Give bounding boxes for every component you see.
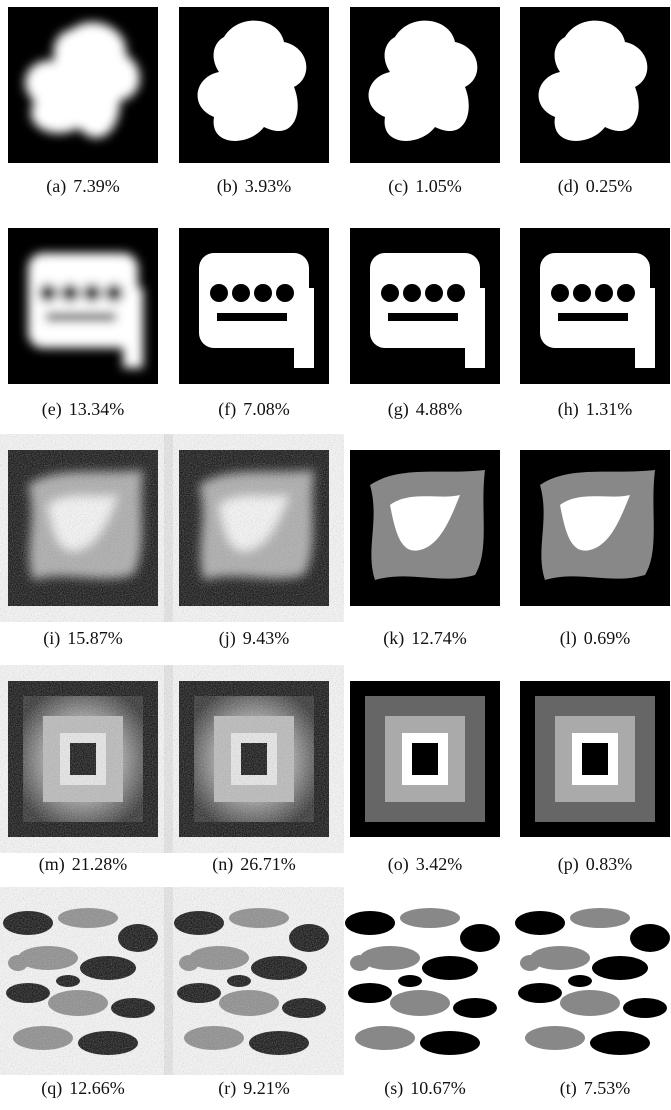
panel-value: 0.25% — [586, 176, 633, 196]
panel-image — [8, 228, 158, 384]
panel-image — [520, 228, 670, 384]
panel-value: 3.42% — [416, 854, 463, 874]
panel-value: 1.31% — [586, 399, 633, 419]
panel-caption: (b) 3.93% — [217, 176, 292, 197]
panel-label: (f) — [218, 399, 236, 420]
panel-image — [179, 681, 329, 837]
panel-value: 0.69% — [584, 628, 631, 648]
panel-label: (a) — [46, 176, 66, 197]
panel-label: (p) — [558, 854, 579, 875]
panel-caption: (l) 0.69% — [560, 628, 631, 649]
panel-label: (q) — [41, 1078, 62, 1099]
panel-value: 3.93% — [245, 176, 292, 196]
panel-label: (b) — [217, 176, 238, 197]
panel-image — [8, 681, 158, 837]
panel-label: (c) — [388, 176, 408, 197]
panel-image — [350, 228, 500, 384]
panel-caption: (k) 12.74% — [383, 628, 467, 649]
panel-value: 9.43% — [243, 628, 290, 648]
panel-value: 21.28% — [72, 854, 128, 874]
panel-label: (k) — [383, 628, 404, 649]
panel-label: (t) — [560, 1078, 577, 1099]
panel-value: 9.21% — [243, 1078, 290, 1098]
panel-image — [350, 7, 500, 163]
panel-caption: (j) 9.43% — [219, 628, 290, 649]
panel-label: (h) — [558, 399, 579, 420]
panel-label: (i) — [43, 628, 60, 649]
panel-value: 12.66% — [69, 1078, 125, 1098]
panel-value: 7.08% — [243, 399, 290, 419]
panel-image — [520, 450, 670, 606]
panel-value: 4.88% — [416, 399, 463, 419]
panel-caption: (e) 13.34% — [42, 399, 124, 420]
panel-caption: (q) 12.66% — [41, 1078, 125, 1099]
panel-label: (j) — [219, 628, 236, 649]
panel-label: (g) — [388, 399, 409, 420]
panel-caption: (o) 3.42% — [388, 854, 463, 875]
panel-caption: (d) 0.25% — [558, 176, 633, 197]
panel-label: (m) — [39, 854, 65, 875]
figure: (a) 7.39% (b) 3.93% (c) 1.05% (d) 0.25% (e) 13.34… — [0, 0, 671, 1110]
panel-value: 0.83% — [586, 854, 633, 874]
panel-image — [174, 903, 329, 1059]
panel-image — [179, 7, 329, 163]
panel-label: (o) — [388, 854, 409, 875]
panel-image — [350, 450, 500, 606]
panel-value: 1.05% — [415, 176, 462, 196]
panel-caption: (g) 4.88% — [388, 399, 463, 420]
panel-image — [520, 681, 670, 837]
panel-caption: (p) 0.83% — [558, 854, 633, 875]
panel-image — [345, 903, 500, 1059]
panel-value: 10.67% — [410, 1078, 466, 1098]
panel-caption: (r) 9.21% — [218, 1078, 289, 1099]
panel-image — [515, 903, 670, 1059]
panel-value: 13.34% — [69, 399, 125, 419]
panel-label: (n) — [212, 854, 233, 875]
panel-caption: (s) 10.67% — [384, 1078, 466, 1099]
panel-caption: (a) 7.39% — [46, 176, 119, 197]
panel-image — [8, 450, 158, 606]
panel-label: (e) — [42, 399, 62, 420]
panel-caption: (c) 1.05% — [388, 176, 461, 197]
panel-caption: (h) 1.31% — [558, 399, 633, 420]
panel-value: 7.53% — [584, 1078, 631, 1098]
panel-caption: (t) 7.53% — [560, 1078, 631, 1099]
panel-value: 15.87% — [67, 628, 123, 648]
panel-label: (s) — [384, 1078, 403, 1099]
panel-image — [8, 5, 158, 163]
panel-caption: (n) 26.71% — [212, 854, 296, 875]
panel-caption: (m) 21.28% — [39, 854, 128, 875]
panel-image — [3, 903, 158, 1059]
panel-label: (r) — [218, 1078, 236, 1099]
panel-image — [179, 228, 329, 384]
panel-value: 12.74% — [411, 628, 467, 648]
panel-value: 7.39% — [73, 176, 120, 196]
panel-image — [350, 681, 500, 837]
panel-label: (d) — [558, 176, 579, 197]
panel-caption: (i) 15.87% — [43, 628, 123, 649]
panel-image — [520, 7, 670, 163]
panel-image — [179, 450, 329, 606]
panel-label: (l) — [560, 628, 577, 649]
panel-caption: (f) 7.08% — [218, 399, 289, 420]
panel-value: 26.71% — [240, 854, 296, 874]
